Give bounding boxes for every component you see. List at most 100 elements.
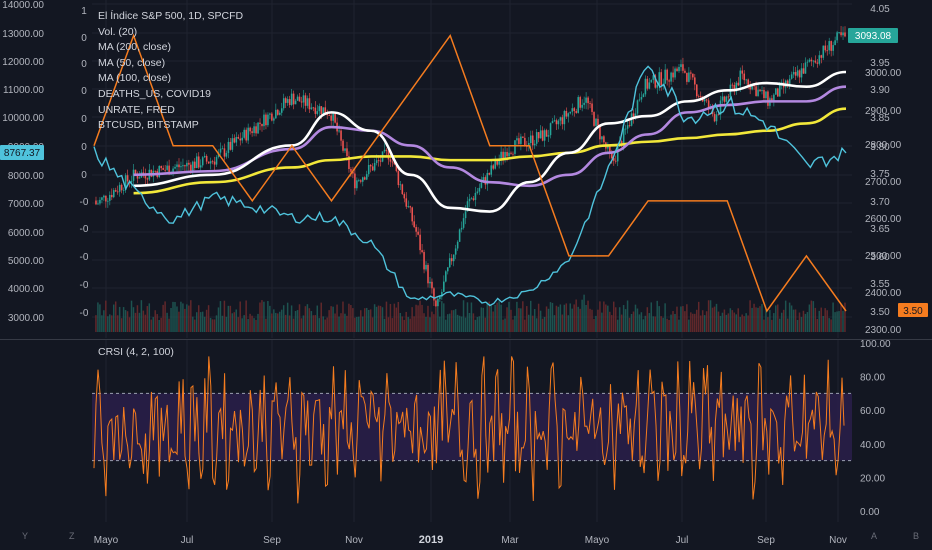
volume-bar: [650, 302, 653, 332]
candle-body: [356, 180, 358, 189]
candle-body: [682, 64, 684, 71]
legend-unrate[interactable]: UNRATE, FRED: [98, 103, 175, 116]
volume-bar: [701, 310, 704, 332]
volume-bar: [450, 310, 453, 332]
candle-body: [636, 100, 639, 114]
volume-bar: [713, 306, 716, 332]
candle-body: [804, 62, 807, 74]
candle-body: [448, 258, 451, 268]
candle-body: [223, 148, 226, 157]
candle-body: [492, 165, 495, 169]
candle-body: [192, 161, 194, 171]
candle-body: [233, 138, 236, 143]
candle-body: [211, 161, 214, 163]
candle-body: [717, 114, 720, 116]
volume-bar: [723, 309, 726, 332]
candle-body: [836, 32, 838, 41]
volume-bar: [612, 301, 615, 332]
volume-bar: [589, 308, 591, 332]
volume-bar: [446, 314, 449, 332]
volume-bar: [360, 310, 362, 332]
volume-bar: [822, 315, 824, 332]
volume-bar: [630, 313, 633, 332]
candle-body: [132, 169, 135, 181]
candle-body: [107, 200, 109, 202]
candle-body: [686, 72, 688, 82]
candle-body: [271, 113, 273, 121]
volume-bar: [601, 312, 603, 332]
volume-bar: [826, 310, 828, 332]
volume-bar: [182, 303, 184, 332]
candle-body: [721, 96, 724, 101]
volume-bar: [543, 316, 546, 332]
candle-body: [510, 152, 512, 154]
crsi-legend[interactable]: CRSI (4, 2, 100): [98, 346, 174, 358]
volume-bar: [739, 316, 741, 332]
legend-ma100[interactable]: MA (100, close): [98, 72, 171, 85]
btc-last-label: 8767.37: [4, 148, 41, 159]
x-tick-label: Sep: [263, 535, 281, 546]
legend-btcusd[interactable]: BTCUSD, BITSTAMP: [98, 119, 199, 132]
candle-body: [551, 121, 554, 124]
volume-bar: [354, 317, 356, 332]
volume-bar: [174, 302, 176, 332]
volume-bar: [107, 316, 109, 332]
volume-bar: [575, 299, 577, 332]
candle-body: [842, 32, 844, 36]
volume-bar: [709, 300, 712, 332]
candle-body: [828, 41, 830, 51]
bottom-button-y[interactable]: Y: [22, 531, 29, 541]
bottom-button-z[interactable]: Z: [69, 531, 75, 541]
volume-bar: [786, 318, 789, 332]
candle-body: [114, 190, 117, 192]
candle-body: [443, 281, 445, 292]
candle-body: [423, 252, 425, 270]
bottom-button-b[interactable]: B: [913, 531, 920, 541]
candle-body: [775, 88, 777, 95]
y-right-tick: 3.60: [870, 252, 890, 263]
candle-body: [840, 32, 842, 36]
legend-volume[interactable]: Vol. (20): [98, 25, 138, 38]
volume-bar: [332, 306, 334, 332]
volume-bar: [253, 318, 255, 332]
legend-ma200[interactable]: MA (200, close): [98, 41, 171, 54]
candle-body: [445, 271, 447, 282]
candle-body: [456, 241, 459, 249]
candle-body: [452, 254, 455, 262]
candle-body: [478, 187, 481, 192]
volume-bar: [628, 317, 631, 332]
x-tick-label: 2019: [419, 534, 443, 546]
y-left2-tick: 0: [81, 33, 87, 44]
legend-covid-deaths[interactable]: DEATHS_US, COVID19: [98, 87, 212, 100]
crsi-y-tick: 0.00: [860, 507, 880, 518]
volume-bar: [802, 310, 805, 332]
volume-bar: [478, 316, 481, 332]
candle-body: [201, 157, 204, 166]
candle-body: [624, 128, 627, 130]
y-left2-tick: -0: [80, 252, 89, 263]
candle-body: [816, 62, 819, 64]
y-left2-tick: -0: [80, 308, 89, 319]
candle-body: [680, 64, 682, 67]
volume-bar: [777, 304, 779, 332]
candle-body: [324, 107, 327, 114]
volume-bar: [678, 319, 680, 332]
legend-ma50[interactable]: MA (50, close): [98, 56, 166, 69]
candle-body: [806, 61, 809, 63]
volume-bar: [626, 300, 629, 332]
crsi-y-tick: 20.00: [860, 473, 885, 484]
candle-body: [184, 165, 186, 167]
candle-body: [826, 50, 829, 52]
volume-bar: [239, 301, 241, 332]
candle-body: [454, 248, 457, 255]
candle-body: [350, 168, 352, 172]
bottom-button-a[interactable]: A: [871, 531, 878, 541]
candle-body: [348, 156, 350, 169]
volume-bar: [567, 315, 570, 332]
y-price-tick: 2800.00: [865, 140, 902, 151]
volume-bar: [251, 315, 253, 332]
candle-body: [763, 90, 765, 99]
candle-body: [257, 122, 259, 134]
volume-bar: [330, 306, 332, 332]
volume-bar: [820, 307, 822, 332]
